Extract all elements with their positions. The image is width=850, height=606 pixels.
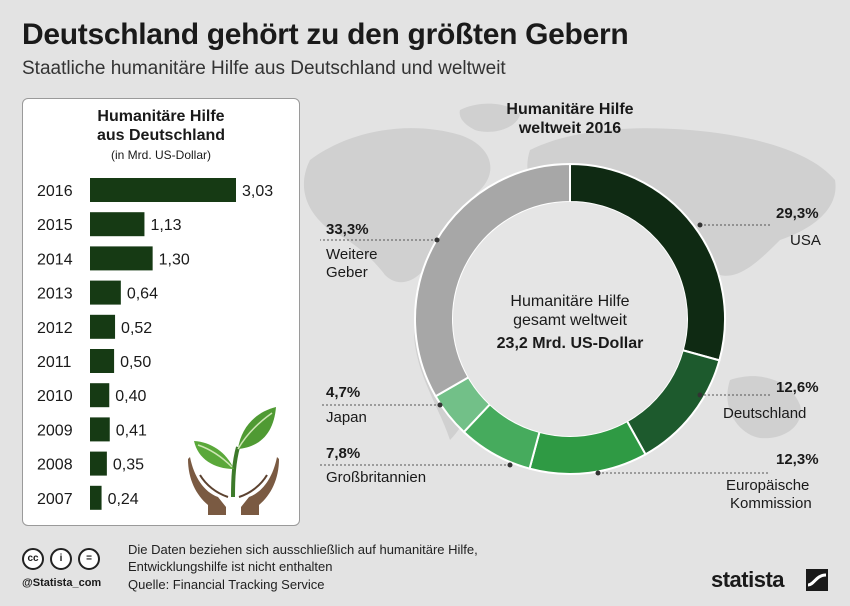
- donut-center-value: 23,2 Mrd. US-Dollar: [496, 335, 644, 352]
- bar-value-label: 3,03: [242, 183, 273, 200]
- donut-center-line1: Humanitäre Hilfe: [510, 293, 630, 310]
- footer-note-line2: Entwicklungshilfe ist nicht enthalten: [128, 559, 333, 574]
- bar: [90, 212, 145, 237]
- slice-japan-label: Japan: [326, 409, 367, 426]
- plant-hands-icon: [188, 407, 279, 515]
- bar-value-label: 0,64: [127, 286, 158, 303]
- page-title: Deutschland gehört zu den größten Gebern: [22, 18, 629, 51]
- bar: [90, 383, 110, 408]
- slice-uk-label: Großbritannien: [326, 469, 427, 486]
- slice-usa-pct: 29,3%: [776, 205, 819, 222]
- donut-center-line2: gesamt weltweit: [513, 312, 627, 329]
- cc-license-icon[interactable]: cc: [22, 548, 44, 570]
- bar-chart: 2016 3,03 2015 1,13 2014 1,30 2013 0,64 2012 0,52…: [37, 178, 273, 510]
- slice-other-pct: 33,3%: [326, 221, 369, 238]
- footer-note: Die Daten beziehen sich ausschließlich a…: [128, 541, 478, 575]
- bar: [90, 417, 110, 442]
- bar-year-label: 2008: [37, 457, 73, 474]
- slice-germany-pct: 12,6%: [776, 379, 819, 396]
- bar: [90, 349, 115, 373]
- donut-title-line1: Humanitäre Hilfe: [506, 101, 634, 118]
- bar: [90, 246, 153, 271]
- bar-year-label: 2016: [37, 183, 73, 200]
- bar-year-label: 2009: [37, 422, 73, 439]
- bar-year-label: 2007: [37, 491, 73, 508]
- attribution-icon[interactable]: i: [50, 548, 72, 570]
- slice-leader-dot: [437, 402, 443, 408]
- slice-other-label-line1: Weitere: [326, 246, 378, 263]
- statista-logo-icon[interactable]: [806, 569, 828, 591]
- bar: [90, 451, 107, 476]
- bar-value-label: 0,52: [121, 320, 152, 337]
- bar: [90, 280, 121, 305]
- slice-japan-pct: 4,7%: [326, 384, 361, 401]
- slice-ec-label-line2: Kommission: [730, 495, 812, 512]
- footer-note-line1: Die Daten beziehen sich ausschließlich a…: [128, 542, 478, 557]
- bar-value-label: 1,13: [150, 217, 181, 234]
- slice-ec-pct: 12,3%: [776, 451, 819, 468]
- bar: [90, 485, 102, 510]
- bar-value-label: 0,35: [113, 457, 144, 474]
- bar: [90, 178, 236, 202]
- bar-value-label: 1,30: [159, 251, 190, 268]
- bar-year-label: 2014: [37, 251, 73, 268]
- bar-chart-panel: Humanitäre Hilfe aus Deutschland (in Mrd…: [22, 98, 300, 526]
- bar-chart-unit: (in Mrd. US-Dollar): [110, 148, 211, 162]
- donut-center: [453, 202, 687, 436]
- slice-uk-pct: 7,8%: [326, 445, 361, 462]
- bar-chart-title-line2: aus Deutschland: [96, 127, 226, 144]
- donut-title-line2: weltweit 2016: [518, 120, 622, 137]
- page-subtitle: Staatliche humanitäre Hilfe aus Deutschl…: [22, 58, 506, 79]
- bar-year-label: 2012: [37, 320, 73, 337]
- slice-usa-label: USA: [790, 232, 821, 249]
- statista-brand[interactable]: statista: [711, 567, 785, 592]
- statista-handle: @Statista_com: [22, 577, 102, 589]
- bar-value-label: 0,40: [115, 388, 146, 405]
- bar-value-label: 0,50: [120, 354, 151, 371]
- bar-chart-title-line1: Humanitäre Hilfe: [97, 108, 225, 125]
- slice-other-label-line2: Geber: [326, 264, 368, 281]
- bar-year-label: 2010: [37, 388, 73, 405]
- slice-leader-dot: [595, 470, 601, 476]
- slice-ec-label-line1: Europäische: [726, 477, 810, 494]
- bar-value-label: 0,24: [108, 491, 139, 508]
- footer-source: Quelle: Financial Tracking Service: [128, 577, 325, 592]
- slice-leader-dot: [434, 237, 440, 243]
- slice-leader-dot: [697, 392, 703, 398]
- slice-germany-label: Deutschland: [723, 405, 807, 422]
- slice-leader-dot: [697, 222, 703, 228]
- bar-year-label: 2013: [37, 286, 73, 303]
- slice-leader-dot: [507, 462, 513, 468]
- bar: [90, 314, 116, 339]
- bar-year-label: 2015: [37, 217, 73, 234]
- bar-year-label: 2011: [37, 354, 72, 371]
- no-derivatives-icon[interactable]: =: [78, 548, 100, 570]
- bar-value-label: 0,41: [116, 422, 147, 439]
